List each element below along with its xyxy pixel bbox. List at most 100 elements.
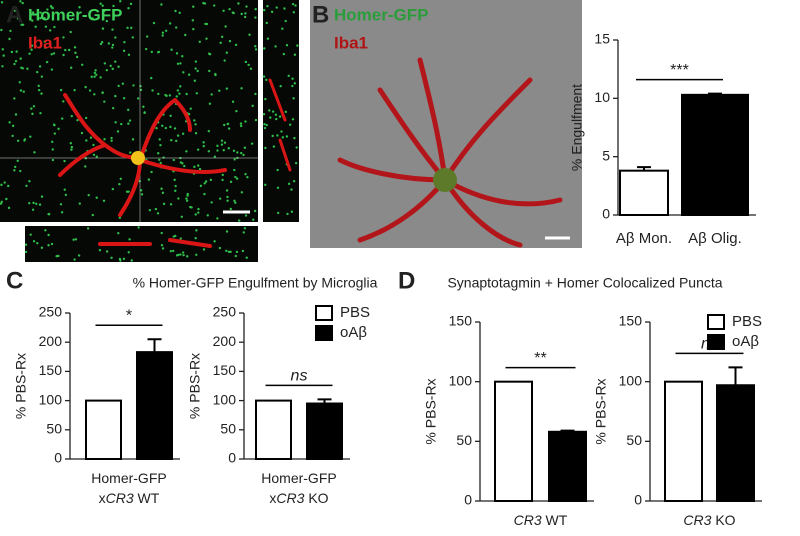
puncta xyxy=(221,173,224,177)
puncta xyxy=(28,180,31,183)
puncta xyxy=(148,209,152,212)
puncta xyxy=(291,2,295,6)
puncta xyxy=(47,233,50,237)
puncta xyxy=(85,139,88,142)
puncta xyxy=(111,28,114,31)
puncta xyxy=(10,50,14,54)
x-axis-label: CR3 WT xyxy=(514,512,568,528)
puncta xyxy=(216,217,219,220)
puncta xyxy=(172,158,175,162)
puncta xyxy=(290,188,293,191)
puncta xyxy=(159,161,162,165)
puncta xyxy=(32,201,35,205)
puncta xyxy=(276,211,280,215)
puncta xyxy=(118,182,121,186)
puncta xyxy=(84,116,88,120)
puncta xyxy=(222,9,225,12)
puncta xyxy=(117,65,120,68)
soma-3d xyxy=(433,168,457,192)
puncta xyxy=(89,136,93,139)
puncta xyxy=(185,199,189,202)
puncta xyxy=(157,92,160,96)
puncta xyxy=(180,215,184,219)
error-bar xyxy=(317,398,332,404)
puncta xyxy=(20,66,23,69)
puncta xyxy=(70,114,73,118)
puncta xyxy=(220,139,224,142)
puncta xyxy=(99,42,103,46)
puncta xyxy=(78,202,81,205)
puncta xyxy=(220,143,224,146)
soma xyxy=(131,151,145,165)
puncta xyxy=(155,126,158,130)
x-axis-label-part: x xyxy=(269,490,276,506)
puncta xyxy=(222,149,225,152)
puncta xyxy=(47,212,50,216)
puncta xyxy=(29,135,32,138)
puncta xyxy=(203,182,206,185)
puncta xyxy=(266,37,270,40)
puncta xyxy=(69,30,72,34)
x-axis-label: CR3 KO xyxy=(683,512,735,528)
y-tick-label: 100 xyxy=(619,372,643,388)
puncta xyxy=(110,256,113,260)
puncta xyxy=(254,8,257,11)
puncta xyxy=(19,89,23,92)
puncta xyxy=(74,238,78,241)
puncta xyxy=(244,172,247,176)
puncta xyxy=(241,249,245,253)
puncta xyxy=(161,247,165,250)
puncta xyxy=(116,130,120,133)
bar xyxy=(494,380,533,502)
puncta xyxy=(95,73,98,76)
puncta xyxy=(11,134,14,138)
puncta xyxy=(288,123,292,126)
puncta xyxy=(62,36,65,39)
error-bar xyxy=(728,366,743,386)
puncta xyxy=(279,84,282,88)
puncta xyxy=(131,138,135,141)
y-tick-label: 150 xyxy=(619,313,643,329)
puncta xyxy=(254,48,258,51)
puncta xyxy=(13,169,16,172)
chart-title: % Homer-GFP Engulfment by Microglia xyxy=(133,275,378,291)
puncta xyxy=(213,240,216,243)
puncta xyxy=(62,100,65,103)
puncta xyxy=(234,43,238,47)
panel-letter: B xyxy=(312,1,329,28)
puncta xyxy=(158,158,161,161)
puncta xyxy=(35,202,38,206)
puncta xyxy=(213,155,217,158)
puncta xyxy=(31,19,34,22)
puncta xyxy=(177,253,180,257)
puncta xyxy=(240,191,244,194)
puncta xyxy=(161,31,165,34)
puncta xyxy=(239,124,243,128)
puncta xyxy=(111,46,114,49)
puncta xyxy=(185,92,188,96)
puncta xyxy=(21,1,24,5)
puncta xyxy=(138,179,141,183)
puncta xyxy=(32,240,36,243)
puncta xyxy=(161,34,164,37)
puncta xyxy=(139,88,143,92)
puncta xyxy=(105,68,109,72)
puncta xyxy=(202,248,206,251)
puncta xyxy=(127,251,130,254)
puncta xyxy=(51,140,54,143)
puncta xyxy=(270,10,274,14)
puncta xyxy=(102,199,106,202)
puncta xyxy=(169,203,173,206)
puncta xyxy=(16,17,20,20)
puncta xyxy=(225,230,229,233)
puncta xyxy=(53,132,56,135)
puncta xyxy=(272,145,276,148)
puncta xyxy=(156,212,160,215)
puncta xyxy=(197,164,200,167)
puncta xyxy=(175,52,179,55)
puncta xyxy=(93,75,96,78)
puncta xyxy=(285,44,289,47)
y-tick-label: 0 xyxy=(54,450,62,466)
puncta xyxy=(251,104,254,108)
puncta xyxy=(208,102,212,105)
